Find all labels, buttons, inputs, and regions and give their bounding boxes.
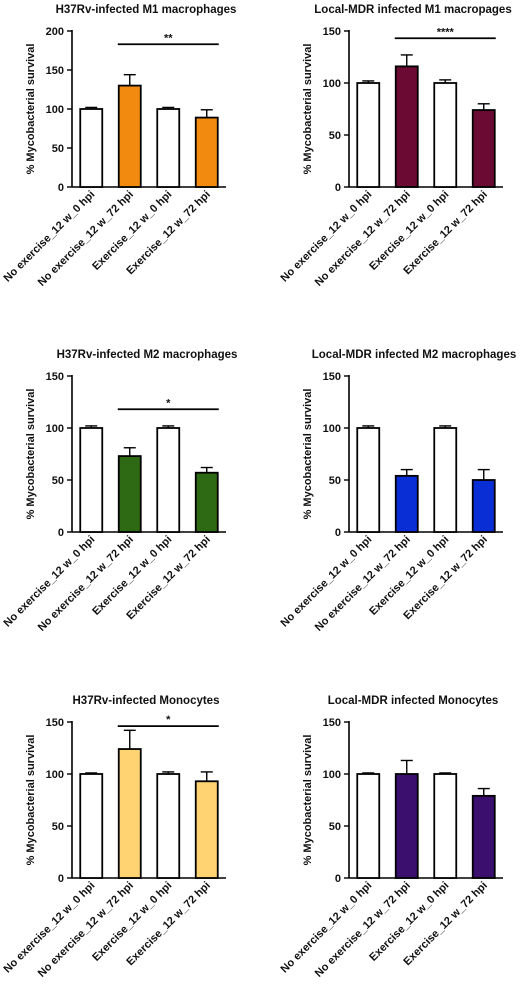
chart-panel-1: H37Rv-infected M1 macrophages % Mycobacte… (2, 4, 237, 289)
bar (79, 773, 104, 879)
bar (156, 427, 181, 533)
y-axis-label: % Mycobacterial survival (25, 44, 37, 175)
y-tick-label: 0 (335, 873, 341, 885)
bar (433, 82, 458, 188)
y-axis-label: % Mycobacterial survival (302, 389, 314, 520)
bar (471, 794, 496, 879)
bar (471, 479, 496, 533)
y-tick-label: 100 (46, 104, 64, 116)
bar (394, 65, 419, 188)
y-tick-label: 150 (323, 717, 341, 729)
bar (356, 82, 381, 188)
y-tick-label: 0 (335, 182, 341, 194)
y-tick-label: 50 (329, 475, 341, 487)
y-tick-label: 150 (46, 717, 64, 729)
y-tick-label: 0 (335, 527, 341, 539)
bar (356, 773, 381, 879)
bar (117, 84, 142, 188)
chart-title: Local-MDR infected M1 macropages (314, 4, 511, 16)
y-tick-label: 200 (46, 26, 64, 38)
bar (79, 427, 104, 533)
bar (194, 116, 219, 188)
y-tick-label: 100 (323, 423, 341, 435)
y-axis-label: % Mycobacterial survival (302, 44, 314, 175)
chart-title: H37Rv-infected M1 macrophages (56, 4, 237, 16)
chart-panel-5: H37Rv-infected Monocytes % Mycobacterial … (2, 695, 226, 980)
y-axis-label: % Mycobacterial survival (302, 735, 314, 866)
y-tick-label: 100 (46, 769, 64, 781)
y-tick-label: 50 (329, 130, 341, 142)
y-tick-label: 0 (58, 182, 64, 194)
significance-label: **** (437, 26, 455, 38)
bar (79, 108, 104, 188)
chart-panel-3: H37Rv-infected M2 macrophages % Mycobacte… (2, 349, 238, 634)
bar (194, 471, 219, 533)
y-tick-label: 150 (323, 26, 341, 38)
bar (117, 748, 142, 879)
chart-title: H37Rv-infected Monocytes (73, 695, 220, 707)
bar (394, 773, 419, 879)
chart-title: Local-MDR infected Monocytes (328, 695, 499, 707)
significance-label: ** (164, 32, 173, 44)
chart-title: Local-MDR infected M2 macrophages (312, 349, 516, 361)
significance-label: * (166, 397, 171, 409)
y-tick-label: 150 (46, 371, 64, 383)
bar (194, 780, 219, 879)
y-tick-label: 100 (323, 78, 341, 90)
chart-panel-6: Local-MDR infected Monocytes % Mycobacter… (279, 695, 503, 980)
bar (471, 109, 496, 188)
y-tick-label: 100 (46, 423, 64, 435)
y-tick-label: 50 (52, 821, 64, 833)
y-tick-label: 0 (58, 873, 64, 885)
bar (433, 773, 458, 879)
bar (394, 474, 419, 533)
bar (156, 773, 181, 879)
y-axis-label: % Mycobacterial survival (25, 735, 37, 866)
bar (156, 108, 181, 188)
bar (433, 427, 458, 533)
y-tick-label: 50 (329, 821, 341, 833)
y-tick-label: 50 (52, 475, 64, 487)
y-tick-label: 150 (323, 371, 341, 383)
y-axis-label: % Mycobacterial survival (25, 389, 37, 520)
y-tick-label: 50 (52, 143, 64, 155)
chart-title: H37Rv-infected M2 macrophages (57, 349, 238, 361)
bar (356, 427, 381, 533)
chart-panel-4: Local-MDR infected M2 macrophages % Mycob… (279, 349, 517, 634)
significance-label: * (166, 714, 171, 726)
y-tick-label: 0 (58, 527, 64, 539)
y-tick-label: 150 (46, 65, 64, 77)
y-tick-label: 100 (323, 769, 341, 781)
chart-panel-2: Local-MDR infected M1 macropages % Mycoba… (279, 4, 512, 289)
bar (117, 455, 142, 533)
